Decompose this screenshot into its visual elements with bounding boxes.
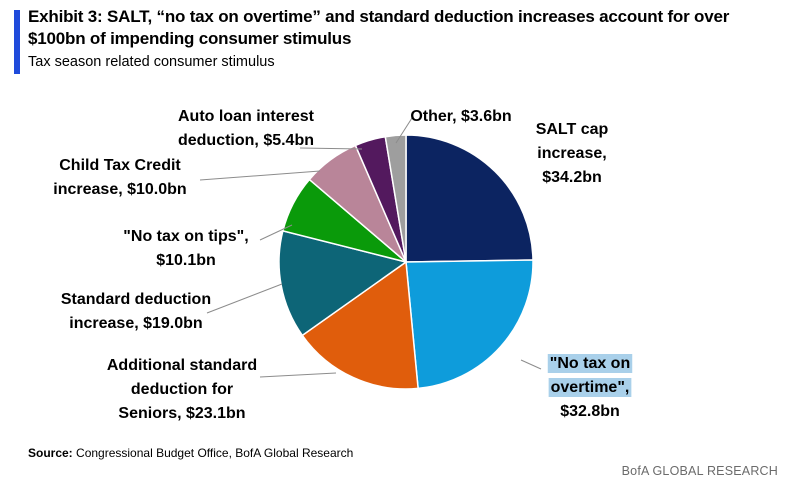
leader-line-7 bbox=[299, 147, 363, 150]
exhibit-subtitle: Tax season related consumer stimulus bbox=[28, 54, 275, 70]
label-highlight bbox=[547, 354, 633, 373]
exhibit-title: Exhibit 3: SALT, “no tax on overtime” an… bbox=[28, 7, 730, 48]
slice-label-line: $32.8bn bbox=[560, 403, 620, 420]
pie-slice-1 bbox=[405, 134, 534, 263]
leader-line-8 bbox=[395, 117, 413, 144]
pie-slice-4 bbox=[278, 229, 408, 337]
slice-label-6: Child Tax Credit increase, $10.0bn bbox=[53, 157, 186, 198]
leader-line-6 bbox=[199, 170, 321, 181]
slice-label-3: Additional standard deduction for Seniors,… bbox=[107, 357, 257, 422]
pie-slice-8 bbox=[384, 134, 407, 263]
source-text: Congressional Budget Office, BofA Global… bbox=[76, 446, 354, 460]
slice-label-line: deduction for bbox=[131, 381, 233, 398]
slice-label-line: Standard deduction bbox=[61, 291, 211, 308]
slice-label-8: Other, $3.6bn bbox=[410, 108, 511, 125]
slice-label-1: SALT cap increase, $34.2bn bbox=[536, 121, 609, 186]
slice-label-2: "No tax on overtime", $32.8bn bbox=[547, 354, 633, 420]
brand-footer: BofA GLOBAL RESEARCH bbox=[621, 464, 778, 478]
slice-label-line: $10.1bn bbox=[156, 252, 216, 269]
slice-label-5: "No tax on tips", $10.1bn bbox=[123, 228, 248, 269]
slice-label-line: Additional standard bbox=[107, 357, 257, 374]
slice-label-line: Child Tax Credit bbox=[59, 157, 181, 174]
slice-label-line: increase, bbox=[537, 145, 606, 162]
leader-line-4 bbox=[206, 283, 283, 314]
source-label: Source: bbox=[28, 446, 73, 460]
slice-label-line: Seniors, $23.1bn bbox=[118, 405, 245, 422]
title-accent-bar bbox=[14, 10, 20, 74]
slice-label-4: Standard deduction increase, $19.0bn bbox=[61, 291, 211, 332]
slice-label-line: increase, $10.0bn bbox=[53, 181, 186, 198]
slice-label-line: Auto loan interest bbox=[178, 108, 315, 125]
slice-label-line: SALT cap bbox=[536, 121, 609, 138]
leader-line-3 bbox=[259, 372, 337, 378]
slice-label-line: overtime", bbox=[551, 379, 630, 396]
source-note: Source: Congressional Budget Office, Bof… bbox=[28, 446, 353, 460]
slice-label-line: Other, $3.6bn bbox=[410, 108, 511, 125]
leader-line-5 bbox=[259, 224, 293, 241]
leader-line-2 bbox=[520, 359, 542, 370]
slice-label-line: deduction, $5.4bn bbox=[178, 132, 314, 149]
slice-label-line: "No tax on tips", bbox=[123, 228, 248, 245]
slice-label-line: $34.2bn bbox=[542, 169, 602, 186]
pie-slice-2 bbox=[405, 259, 534, 390]
label-highlight bbox=[548, 378, 632, 397]
slice-label-line: "No tax on bbox=[550, 355, 630, 372]
pie-slice-3 bbox=[301, 260, 419, 390]
slice-label-line: increase, $19.0bn bbox=[69, 315, 202, 332]
slice-label-7: Auto loan interest deduction, $5.4bn bbox=[178, 108, 315, 149]
